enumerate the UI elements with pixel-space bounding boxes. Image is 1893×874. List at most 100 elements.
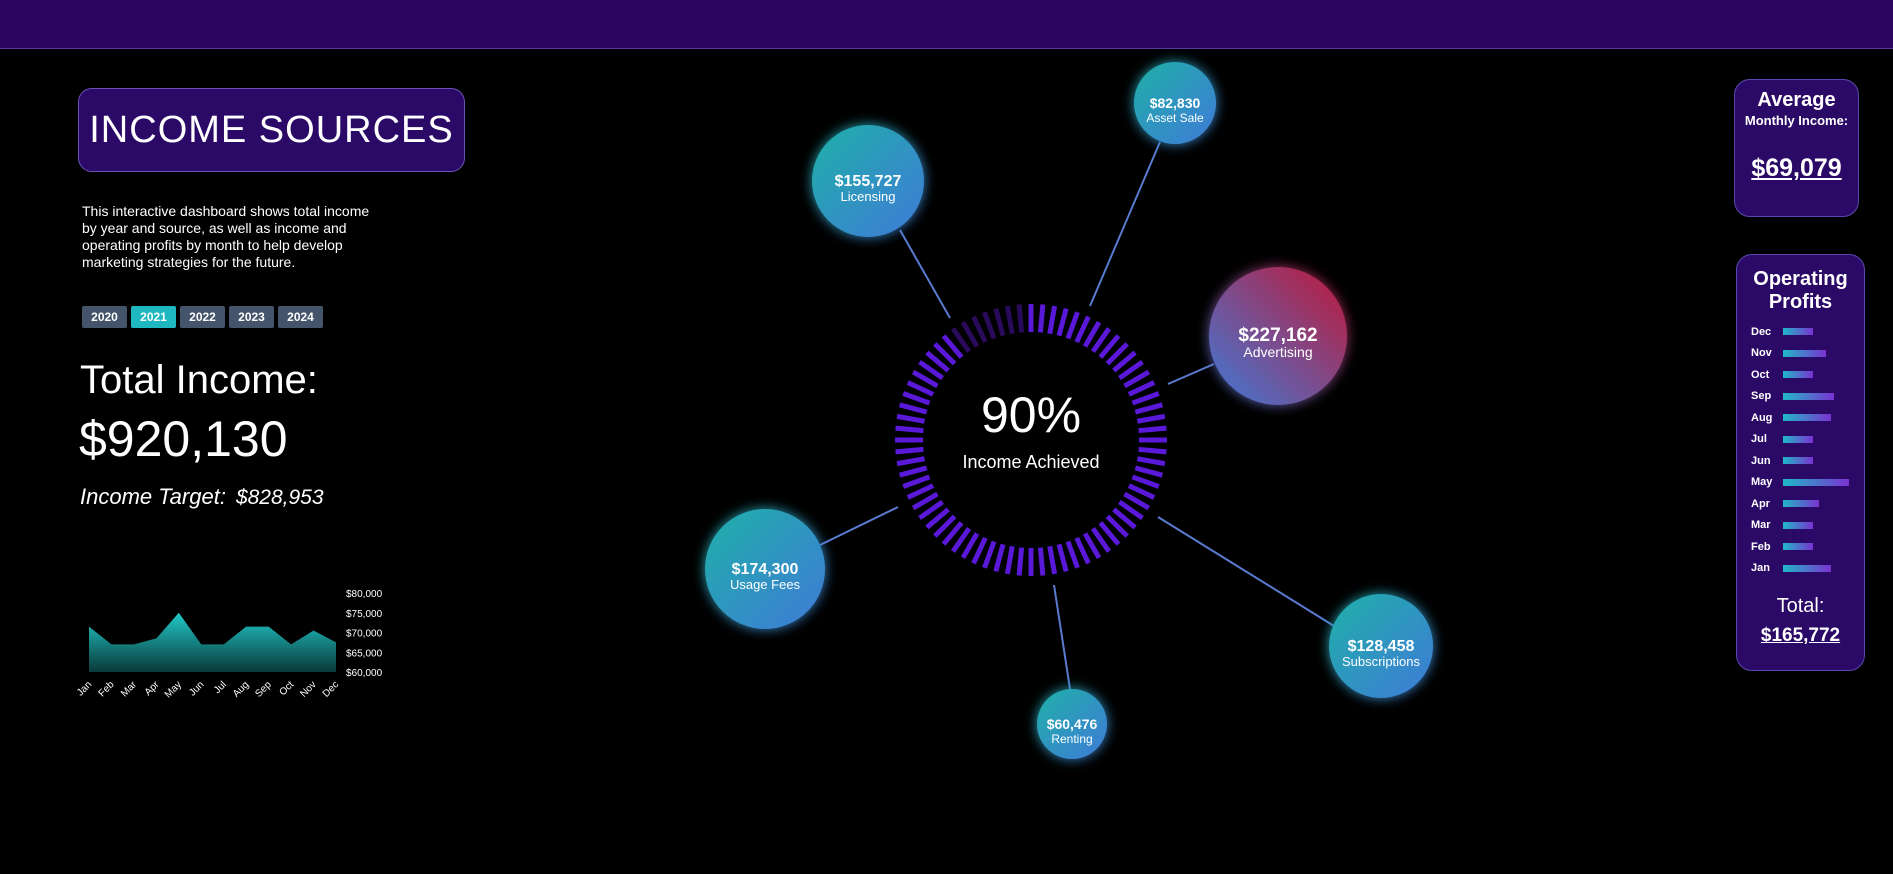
bubble-value: $155,727 bbox=[835, 173, 902, 190]
progress-segment bbox=[925, 507, 950, 530]
year-button-2022[interactable]: 2022 bbox=[180, 306, 225, 328]
progress-segment bbox=[902, 474, 931, 489]
bubble-label: Licensing bbox=[841, 189, 896, 204]
bubble-label: Asset Sale bbox=[1146, 111, 1204, 125]
progress-segment bbox=[941, 521, 964, 546]
op-month-label: Nov bbox=[1751, 347, 1772, 360]
progress-segment bbox=[1074, 536, 1091, 565]
progress-segment bbox=[1127, 483, 1156, 500]
progress-segment bbox=[1065, 540, 1080, 569]
op-profit-bar bbox=[1783, 521, 1814, 529]
progress-segment bbox=[950, 527, 972, 553]
progress-segment bbox=[950, 327, 972, 353]
bubble-circle bbox=[705, 509, 825, 629]
op-month-label: Aug bbox=[1751, 411, 1773, 424]
progress-segment bbox=[1098, 334, 1121, 359]
op-month-label: Feb bbox=[1751, 540, 1771, 553]
income-achieved-label: Income Achieved bbox=[962, 452, 1099, 472]
connector-line bbox=[1167, 363, 1215, 385]
progress-segment bbox=[993, 543, 1006, 573]
progress-segment bbox=[1105, 514, 1129, 538]
progress-segment bbox=[895, 425, 924, 434]
top-bar bbox=[0, 0, 1893, 49]
dashboard-description: This interactive dashboard shows total i… bbox=[82, 203, 370, 270]
year-button-2024[interactable]: 2024 bbox=[278, 306, 323, 328]
progress-segment bbox=[1123, 369, 1151, 389]
progress-segment bbox=[1090, 327, 1112, 353]
page-title-text: INCOME SOURCES bbox=[89, 108, 454, 151]
progress-segment bbox=[960, 532, 980, 560]
y-tick-label: $75,000 bbox=[346, 609, 383, 620]
bubble-circle bbox=[1134, 62, 1216, 144]
op-profit-bar bbox=[1783, 414, 1832, 422]
progress-segment bbox=[1004, 545, 1015, 575]
op-month-label: Jan bbox=[1751, 562, 1770, 575]
op-profit-row: Sep bbox=[1751, 386, 1861, 408]
progress-segment bbox=[1105, 342, 1129, 366]
average-monthly-income-card: Average Monthly Income: $69,079 bbox=[1734, 79, 1859, 217]
bubble-label: Subscriptions bbox=[1342, 654, 1421, 669]
op-month-label: Apr bbox=[1751, 497, 1770, 510]
op-profit-bar bbox=[1783, 478, 1849, 486]
average-title: Average bbox=[1757, 89, 1836, 111]
progress-segment bbox=[1082, 532, 1102, 560]
year-button-2021[interactable]: 2021 bbox=[131, 306, 176, 328]
operating-profits-title-line2: Profits bbox=[1768, 291, 1833, 313]
progress-segment bbox=[1082, 320, 1102, 348]
progress-segment bbox=[1127, 380, 1156, 397]
op-month-label: Sep bbox=[1751, 390, 1772, 403]
progress-segment bbox=[895, 446, 924, 455]
progress-segment bbox=[1090, 527, 1112, 553]
bubble-value: $128,458 bbox=[1348, 638, 1415, 655]
progress-segment bbox=[1056, 307, 1069, 337]
op-month-label: Jul bbox=[1751, 433, 1767, 446]
op-profit-row: Dec bbox=[1751, 321, 1861, 343]
op-month-label: Oct bbox=[1751, 368, 1770, 381]
progress-segment bbox=[1131, 391, 1160, 406]
operating-profits-total-value: $165,772 bbox=[1760, 625, 1841, 646]
progress-segment bbox=[896, 456, 926, 467]
progress-segment bbox=[1098, 521, 1121, 546]
bubble-value: $174,300 bbox=[732, 561, 799, 578]
progress-segment bbox=[960, 320, 980, 348]
connector-line bbox=[1053, 584, 1071, 690]
y-tick-label: $60,000 bbox=[346, 668, 383, 679]
progress-segment bbox=[1004, 305, 1015, 335]
year-button-2020[interactable]: 2020 bbox=[82, 306, 127, 328]
op-month-label: Mar bbox=[1751, 519, 1771, 532]
progress-segment bbox=[1131, 474, 1160, 489]
op-profit-row: Jun bbox=[1751, 450, 1861, 472]
progress-segment bbox=[933, 342, 957, 366]
income-area bbox=[89, 612, 336, 672]
progress-segment bbox=[1047, 545, 1058, 575]
operating-profits-bars: Dec Nov Oct Sep Aug Jul Jun May Apr Mar Feb Jan bbox=[1751, 321, 1861, 579]
progress-segment bbox=[906, 483, 935, 500]
bubble-value: $82,830 bbox=[1150, 95, 1201, 111]
bubble-label: Usage Fees bbox=[730, 577, 801, 592]
progress-segment bbox=[971, 315, 988, 344]
bubble-circle bbox=[1037, 689, 1107, 759]
progress-segment bbox=[1016, 304, 1025, 333]
monthly-income-area-chart: Jan Feb Mar Apr May Jun Jul Aug Sep Oct Nov Dec$80,… bbox=[75, 589, 383, 700]
progress-segment bbox=[1016, 547, 1025, 576]
progress-segment bbox=[982, 540, 997, 569]
year-slicer: 2020 2021 2022 2023 2024 bbox=[82, 306, 323, 328]
op-profit-row: Jan bbox=[1751, 558, 1861, 580]
bubble-label: Renting bbox=[1051, 732, 1092, 746]
progress-segment bbox=[1074, 315, 1091, 344]
op-profit-row: Nov bbox=[1751, 343, 1861, 365]
bubble-label: Advertising bbox=[1243, 344, 1312, 360]
y-tick-label: $80,000 bbox=[346, 589, 383, 600]
connector-line bbox=[1089, 141, 1161, 307]
year-button-2023[interactable]: 2023 bbox=[229, 306, 274, 328]
op-month-label: May bbox=[1751, 476, 1773, 489]
op-profit-row: Apr bbox=[1751, 493, 1861, 515]
op-profit-row: Aug bbox=[1751, 407, 1861, 429]
